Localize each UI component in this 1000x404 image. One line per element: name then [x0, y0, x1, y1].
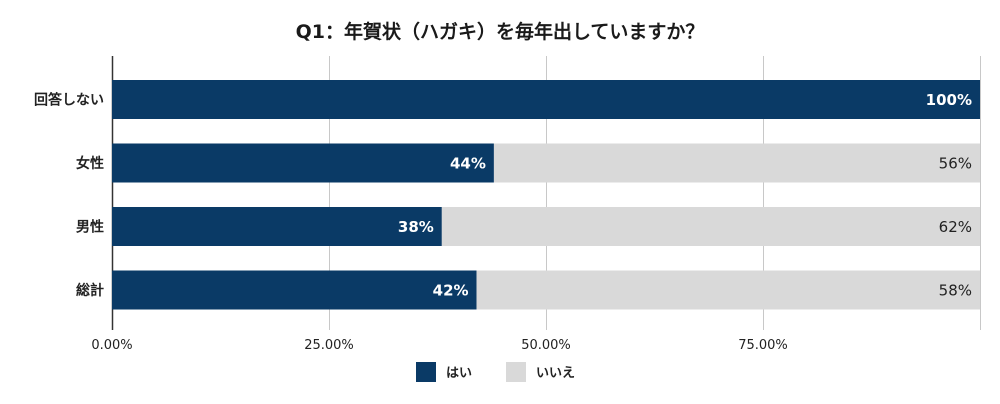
data-label: 56%: [939, 155, 972, 173]
category-label: 総計: [76, 282, 104, 299]
data-label: 44%: [450, 155, 486, 173]
x-tick-labels: 0.00% 25.00% 50.00% 75.00%: [91, 338, 787, 353]
category-label: 回答しない: [34, 92, 104, 109]
legend-swatch: [416, 362, 436, 382]
category-label: 男性: [76, 219, 104, 236]
bar-yes: [112, 80, 980, 119]
legend-label: はい: [446, 366, 472, 381]
x-tick-label: 0.00%: [91, 338, 132, 353]
category-label: 女性: [76, 155, 104, 172]
bar-yes: [112, 207, 442, 246]
legend: はい いいえ: [416, 362, 575, 382]
x-tick-label: 50.00%: [521, 338, 571, 353]
bars: 100% 44% 56% 38% 62% 42% 58%: [112, 80, 981, 310]
bar-no: [441, 207, 981, 246]
bar-no: [476, 270, 980, 310]
bar-no: [493, 143, 980, 183]
x-tick-label: 75.00%: [738, 338, 788, 353]
data-label: 42%: [433, 282, 469, 300]
chart-title: Q1：年賀状（ハガキ）を毎年出していますか？: [296, 20, 705, 43]
bar-yes: [112, 270, 477, 310]
data-label: 58%: [939, 282, 972, 300]
legend-label: いいえ: [536, 366, 575, 381]
data-label: 62%: [939, 218, 972, 236]
bar-yes: [112, 143, 494, 183]
data-label: 38%: [398, 218, 434, 236]
data-label: 100%: [926, 91, 972, 109]
legend-swatch: [506, 362, 526, 382]
x-tick-label: 25.00%: [304, 338, 354, 353]
